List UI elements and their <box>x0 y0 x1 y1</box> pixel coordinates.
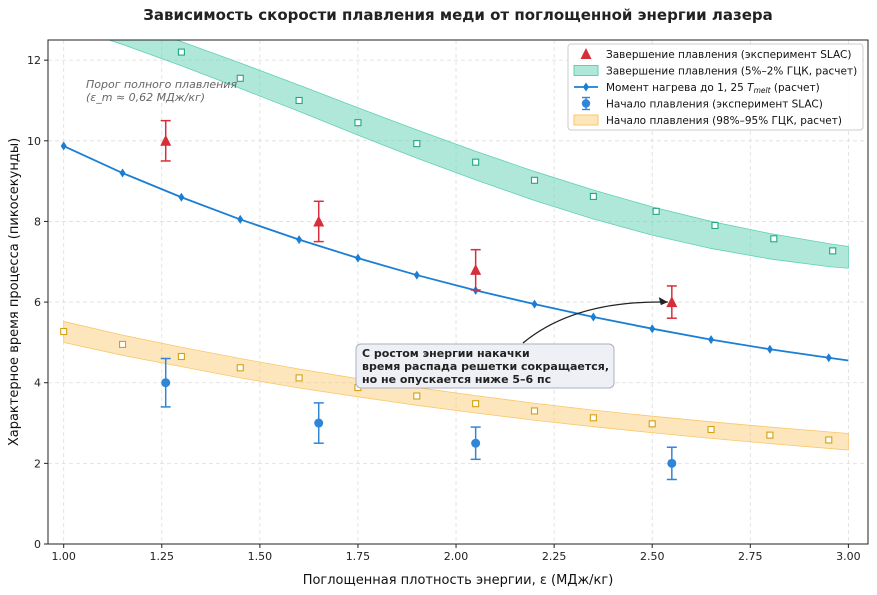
heating-marker <box>708 335 715 345</box>
heating-marker <box>237 214 244 224</box>
legend-label-tail: (расчет) <box>771 82 820 94</box>
annotations: Порог полного плавления(ε_m ≈ 0,62 МДж/к… <box>86 78 668 389</box>
y-axis-title: Характерное время процесса (пикосекунды) <box>7 138 22 446</box>
x-tick-label: 2.25 <box>542 550 567 563</box>
legend-box <box>567 43 864 131</box>
completion-band-marker <box>711 221 719 230</box>
x-tick-label: 1.50 <box>248 550 273 563</box>
heating-marker <box>60 141 67 151</box>
heating-marker <box>649 324 656 334</box>
completion-band-marker <box>354 119 362 127</box>
threshold-note: (ε_m ≈ 0,62 МДж/кг) <box>86 91 205 104</box>
legend-entry-teal-band <box>573 65 599 76</box>
completion-band-marker <box>413 140 421 148</box>
callout-arrowhead <box>658 297 668 306</box>
completion-band-marker <box>770 235 778 243</box>
chart-title: Зависимость скорости плавления меди от п… <box>143 6 773 24</box>
x-tick-label: 1.75 <box>346 550 371 563</box>
legend: Завершение плавления (эксперимент SLAC) З… <box>567 43 864 131</box>
completion-band-marker <box>652 207 660 215</box>
onset-band-marker <box>60 327 68 336</box>
x-tick-label: 2.75 <box>738 550 763 563</box>
onset-band-marker <box>648 420 656 428</box>
legend-label: Завершение плавления (эксперимент SLAC) <box>606 49 851 61</box>
legend-entry-orange-band <box>573 114 599 126</box>
legend-entry-diamond <box>583 82 589 92</box>
heating-marker <box>766 344 773 354</box>
axes: 1.00 1.25 1.50 1.75 2.00 2.25 2.50 2.75 3.00 0 2 4 6… <box>27 39 869 563</box>
heating-marker <box>413 270 420 280</box>
plot-area <box>60 40 849 481</box>
heating-marker <box>296 235 303 245</box>
completion-band-marker <box>295 96 303 105</box>
legend-label: Момент нагрева до 1, 25 Tmelt (расчет) <box>606 82 820 95</box>
callout-arrow <box>522 301 668 344</box>
onset-point-marker <box>667 458 677 468</box>
heating-marker <box>590 312 597 322</box>
callout-text: время распада решетки сокращается, <box>362 360 609 373</box>
legend-label: Начало плавления (98%–95% ГЦК, расчет) <box>606 115 842 127</box>
x-tick-label: 2.00 <box>444 550 469 563</box>
callout-text: но не опускается ниже 5–6 пс <box>362 373 551 386</box>
y-tick-label: 0 <box>34 538 41 551</box>
onset-point-marker <box>314 418 324 428</box>
x-tick-label: 1.25 <box>150 550 175 563</box>
heating-marker <box>119 168 126 178</box>
heating-marker <box>178 192 185 202</box>
completion-point-marker <box>666 296 678 308</box>
onset-point-marker <box>161 378 171 388</box>
onset-band-marker <box>295 374 303 382</box>
completion-band-marker <box>829 247 837 255</box>
x-axis-title: Поглощенная плотность энергии, ε (МДж/кг… <box>303 573 614 588</box>
legend-label-main: Момент нагрева до 1, 25 <box>606 82 747 94</box>
onset-band-marker <box>118 340 127 348</box>
completion-band-marker <box>177 48 185 56</box>
y-tick-label: 6 <box>34 296 41 309</box>
y-tick-label: 4 <box>34 377 41 390</box>
onset-band-marker <box>825 436 833 444</box>
heating-marker <box>354 253 361 263</box>
y-tick-label: 12 <box>27 54 41 67</box>
x-tick-label: 1.00 <box>51 550 76 563</box>
onset-band-marker <box>766 431 774 439</box>
y-tick-label: 10 <box>27 135 41 148</box>
completion-band-marker <box>236 74 244 82</box>
threshold-note: Порог полного плавления <box>86 78 237 91</box>
legend-label: Завершение плавления (5%–2% ГЦК, расчет) <box>606 66 857 78</box>
heating-marker <box>825 353 832 363</box>
onset-band-marker <box>530 407 539 415</box>
completion-point-marker <box>470 263 482 275</box>
onset-band-marker <box>472 400 480 408</box>
completion-band-marker <box>472 158 480 166</box>
legend-label-sub: melt <box>754 86 772 95</box>
onset-band-marker <box>413 392 421 400</box>
x-tick-label: 2.50 <box>640 550 665 563</box>
y-tick-label: 2 <box>34 457 41 470</box>
onset-band-marker <box>177 352 185 361</box>
completion-band-marker <box>530 176 539 184</box>
onset-band-marker <box>236 364 244 372</box>
completion-band <box>107 40 849 269</box>
legend-entry-triangle <box>580 48 592 59</box>
x-tick-label: 3.00 <box>836 550 861 563</box>
y-tick-label: 8 <box>34 215 41 228</box>
legend-entry-circle <box>581 99 591 108</box>
onset-band-marker <box>589 414 597 422</box>
heating-marker <box>531 299 538 309</box>
onset-point-marker <box>471 438 481 448</box>
completion-band-marker <box>589 192 597 200</box>
onset-band-marker <box>707 425 715 434</box>
legend-label-math: T <box>747 82 755 94</box>
legend-label: Начало плавления (эксперимент SLAC) <box>606 99 823 111</box>
completion-point-marker <box>160 134 172 146</box>
completion-point-marker <box>313 215 325 227</box>
axes-frame <box>47 39 869 545</box>
callout-text: С ростом энергии накачки <box>362 347 530 360</box>
callout-box <box>355 343 615 389</box>
